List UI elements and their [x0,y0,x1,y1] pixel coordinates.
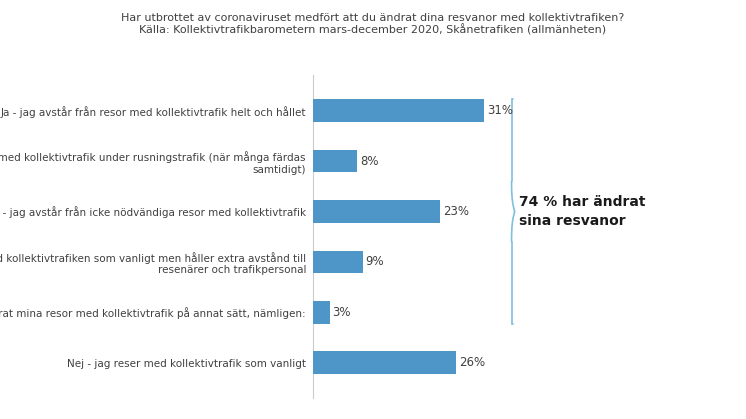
Bar [313,200,440,223]
Text: 8%: 8% [360,155,379,168]
Text: 23%: 23% [442,205,468,218]
Text: 74 % har ändrat
sina resvanor: 74 % har ändrat sina resvanor [519,195,646,228]
Text: 9%: 9% [366,256,384,269]
Bar [313,99,484,122]
Text: 31%: 31% [487,104,513,117]
Bar [313,251,363,273]
Text: 3%: 3% [333,306,351,319]
Bar [313,150,357,173]
Text: 26%: 26% [460,356,486,369]
Bar [313,301,330,324]
Text: Har utbrottet av coronaviruset medfört att du ändrat dina resvanor med kollektiv: Har utbrottet av coronaviruset medfört a… [122,13,624,36]
Bar [313,352,457,374]
